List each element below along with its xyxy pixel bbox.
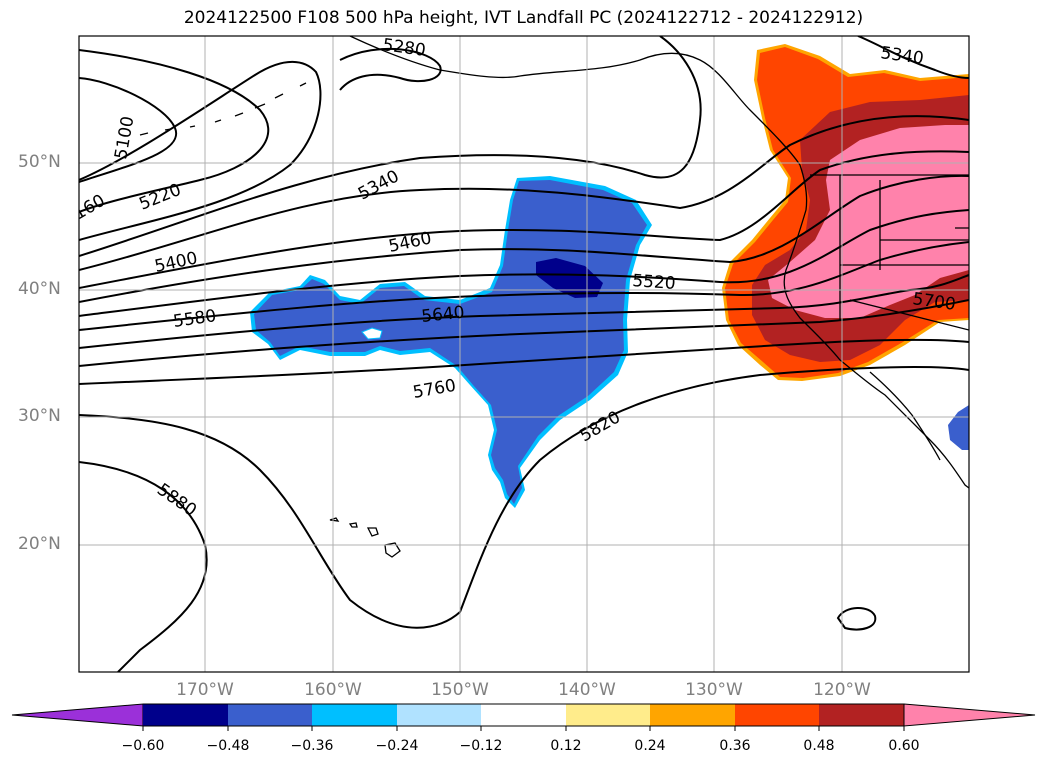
lon-label-160w: 160°W <box>304 680 362 700</box>
lat-label-20n: 20°N <box>18 534 61 554</box>
lon-label-150w: 150°W <box>431 680 489 700</box>
colorbar-extend-high <box>903 703 1036 727</box>
contour-5700-line <box>79 299 969 367</box>
lon-label-120w: 120°W <box>813 680 871 700</box>
colorbar-tick-label: 0.48 <box>803 738 835 754</box>
lat-label-40n: 40°N <box>18 279 61 299</box>
baja-coast <box>869 371 941 461</box>
lon-label-140w: 140°W <box>558 680 616 700</box>
negative-anomaly-coast-patch <box>948 405 969 450</box>
contour-label: 5640 <box>420 303 465 327</box>
alaska-coast <box>349 36 808 211</box>
colorbar-ticks <box>142 726 905 731</box>
colorbar-segment <box>228 704 312 726</box>
colorbar-tick-label: 0.24 <box>634 738 666 754</box>
negative-anomaly-hole <box>361 327 383 340</box>
gridlines <box>79 36 969 672</box>
colorbar-tick-label: −0.12 <box>459 738 503 754</box>
colorbar-tick-label: −0.48 <box>206 738 250 754</box>
lat-label-50n: 50°N <box>18 152 61 172</box>
contour-label: 5520 <box>632 271 677 294</box>
positive-anomaly-core <box>768 125 969 318</box>
state-borders <box>810 174 969 331</box>
contour-5400-line <box>79 150 969 289</box>
aleutian-islands <box>139 82 307 136</box>
contour-5160-line <box>79 49 270 213</box>
colorbar-segment <box>481 704 566 726</box>
lon-label-170w: 170°W <box>176 680 234 700</box>
contour-5220-line <box>79 60 322 241</box>
contour-label: 5220 <box>136 180 184 215</box>
contour-label: 5100 <box>111 115 138 161</box>
colorbar-segment <box>143 704 228 726</box>
height-contours <box>79 36 969 672</box>
contour-label: 5760 <box>411 376 457 403</box>
colorbar-tick-label: 0.12 <box>550 738 582 754</box>
contour-5340-north-line <box>857 36 969 79</box>
colorbar-tick-label: −0.24 <box>375 738 419 754</box>
contour-5280-line <box>79 36 702 257</box>
lat-label-30n: 30°N <box>18 406 61 426</box>
colorbar-tick-label: −0.60 <box>121 738 165 754</box>
colorbar <box>11 703 1036 731</box>
map-title: 2024122500 F108 500 hPa height, IVT Land… <box>183 8 864 28</box>
colorbar-segment <box>397 704 481 726</box>
hawaii-islands <box>329 517 401 558</box>
colorbar-segment <box>650 704 735 726</box>
colorbar-segment <box>312 704 397 726</box>
contour-5340-line <box>79 115 969 271</box>
contour-5280-north-line <box>339 47 442 91</box>
contour-label: 5340 <box>879 43 925 69</box>
colorbar-tick-label: 0.36 <box>719 738 751 754</box>
colorbar-tick-label: 0.60 <box>888 738 920 754</box>
contour-5820-line <box>79 366 969 629</box>
colorbar-segment <box>566 704 650 726</box>
contour-label: 5280 <box>381 35 427 61</box>
contour-label: 5400 <box>153 248 199 277</box>
contour-label: 160 <box>71 191 109 225</box>
lon-label-130w: 130°W <box>685 680 743 700</box>
contour-label: 5880 <box>153 480 200 521</box>
contour-5460-line <box>79 174 969 303</box>
contour-label: 5580 <box>172 306 218 332</box>
contour-label: 5820 <box>577 407 624 446</box>
contour-label: 5340 <box>355 166 403 204</box>
contour-5760-line <box>79 338 969 385</box>
contour-5100-line <box>79 77 178 183</box>
colorbar-segment <box>735 704 819 726</box>
colorbar-extend-low <box>11 703 144 727</box>
colorbar-segment <box>819 704 904 726</box>
map-frame <box>78 35 970 673</box>
contour-5880-line <box>79 461 208 672</box>
north-america-coast <box>783 209 969 489</box>
negative-anomaly-fill <box>254 180 647 504</box>
coastlines <box>139 36 969 558</box>
colorbar-tick-label: −0.36 <box>290 738 334 754</box>
contour-5880-ring-line <box>836 607 877 631</box>
negative-anomaly-core <box>536 258 603 298</box>
